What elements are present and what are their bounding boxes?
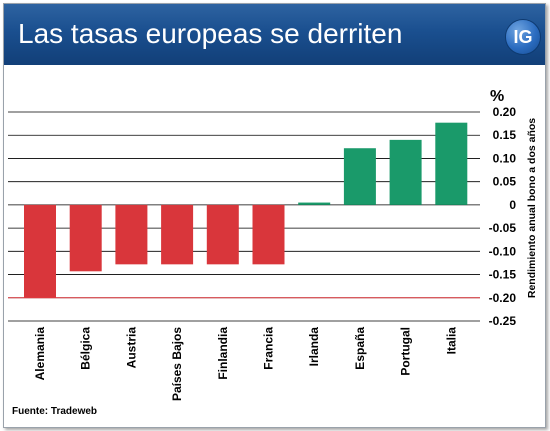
bar [24,204,56,298]
bar [115,204,148,265]
y-tick-label: -0.05 [489,221,517,235]
y-tick-label: -0.20 [489,291,517,305]
y-tick-label: 0 [509,198,516,212]
source-note: Fuente: Tradeweb [12,406,98,417]
y-tick-label: 0.05 [493,175,517,189]
bar [206,204,239,265]
bar [389,139,422,205]
y-tick-label: -0.15 [489,268,517,282]
bar [69,204,102,272]
y-tick-label: -0.25 [489,314,517,328]
y-unit-label: % [490,88,504,105]
y-tick-label: 0.20 [493,105,517,119]
bar [343,148,376,205]
x-tick-label: España [353,327,367,370]
y-tick-label: 0.10 [493,151,517,165]
x-tick-label: Alemania [33,327,47,381]
bar [435,122,468,205]
bar [252,204,285,265]
x-tick-label: Francia [262,327,276,370]
y-axis-title: Rendimiento anual bono a dos años [526,118,538,298]
bar [161,204,194,265]
y-tick-label: 0.15 [493,128,517,142]
x-tick-label: Irlanda [307,327,321,367]
bar [298,202,331,205]
x-tick-label: Países Bajos [170,327,184,401]
x-tick-label: Bélgica [79,327,93,370]
y-tick-label: -0.10 [489,244,517,258]
ig-logo: IG [505,19,541,55]
header-banner: Las tasas europeas se derriten IG [4,4,545,65]
x-tick-label: Austria [124,327,138,369]
x-tick-label: Portugal [399,327,413,376]
x-tick-label: Italia [444,327,458,355]
chart-title: Las tasas europeas se derriten [18,18,403,49]
x-tick-label: Finlandia [216,327,230,380]
